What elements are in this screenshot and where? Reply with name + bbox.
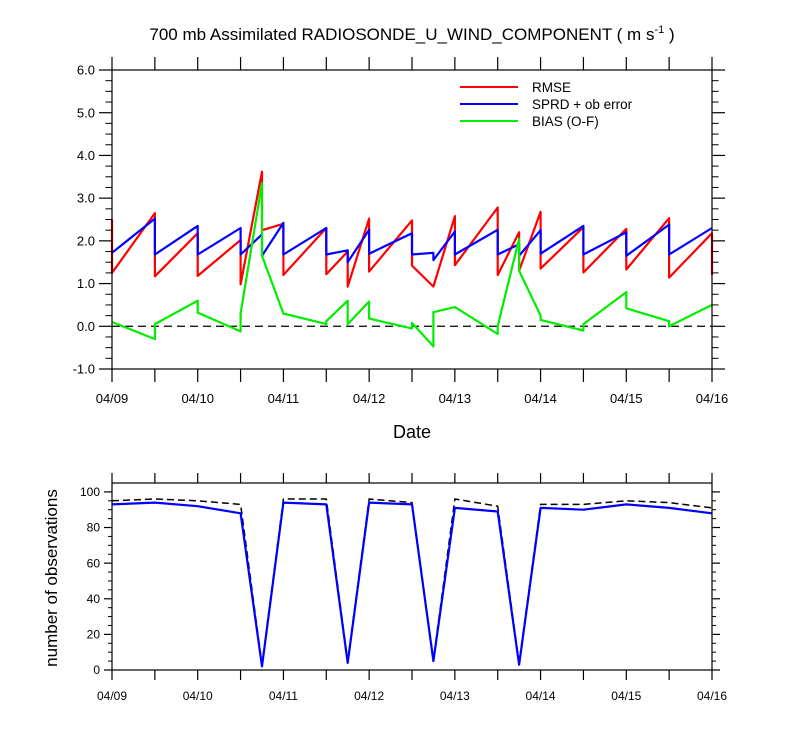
y-tick-label: 0.0 <box>77 319 95 334</box>
x-axis-label: Date <box>393 422 431 442</box>
series-line-assimilated <box>111 501 713 668</box>
y-tick-label: 1.0 <box>77 276 95 291</box>
top-chart-panel: 700 mb Assimilated RADIOSONDE_U_WIND_COM… <box>73 24 729 442</box>
y-tick-label: 20 <box>87 628 101 642</box>
x-tick-label: 04/16 <box>697 689 727 703</box>
x-tick-label: 04/13 <box>439 391 472 406</box>
x-tick-label: 04/09 <box>96 391 129 406</box>
x-tick-label: 04/16 <box>696 391 729 406</box>
y-tick-label: 5.0 <box>77 105 95 120</box>
y-tick-label: -1.0 <box>73 362 95 377</box>
bottom-chart-panel: number of observations 04/09 04/10 04/11 04… <box>42 473 727 703</box>
chart-title-superscript: -1 <box>654 24 664 36</box>
legend-label: SPRD + ob error <box>532 97 633 112</box>
y-tick-label: 100 <box>80 485 100 499</box>
y-tick-label: 60 <box>87 556 101 570</box>
y-tick-label: 4.0 <box>77 148 95 163</box>
x-tick-label: 04/15 <box>610 391 643 406</box>
series-line-possible <box>111 498 713 666</box>
y-tick-label: 80 <box>87 521 101 535</box>
y-tick-label: 2.0 <box>77 233 95 248</box>
chart-title-end: ) <box>664 25 674 44</box>
y-tick-label: 0 <box>93 663 100 677</box>
y-axis-label: number of observations <box>42 489 61 667</box>
x-tick-label: 04/13 <box>440 689 470 703</box>
legend-label: BIAS (O-F) <box>532 114 599 129</box>
series-line-sprd-ob-error <box>111 217 713 264</box>
x-tick-label: 04/15 <box>611 689 641 703</box>
series-line-rmse <box>110 170 714 288</box>
x-tick-label: 04/14 <box>524 391 557 406</box>
chart-title: 700 mb Assimilated RADIOSONDE_U_WIND_COM… <box>149 24 674 44</box>
legend-label: RMSE <box>532 80 571 95</box>
series-line-bias-o-f- <box>111 182 713 348</box>
legend: RMSE SPRD + ob error BIAS (O-F) <box>460 80 633 129</box>
y-tick-label: 6.0 <box>77 63 95 78</box>
chart-title-main: 700 mb Assimilated RADIOSONDE_U_WIND_COM… <box>149 25 654 44</box>
x-tick-label: 04/11 <box>269 689 298 703</box>
x-tick-label: 04/10 <box>181 391 214 406</box>
x-tick-label: 04/14 <box>526 689 556 703</box>
y-tick-label: 40 <box>87 592 101 606</box>
x-tick-label: 04/12 <box>354 689 384 703</box>
x-tick-label: 04/09 <box>97 689 127 703</box>
y-tick-label: 3.0 <box>77 191 95 206</box>
x-tick-label: 04/10 <box>183 689 213 703</box>
x-tick-label: 04/12 <box>353 391 386 406</box>
x-tick-label: 04/11 <box>268 391 300 406</box>
